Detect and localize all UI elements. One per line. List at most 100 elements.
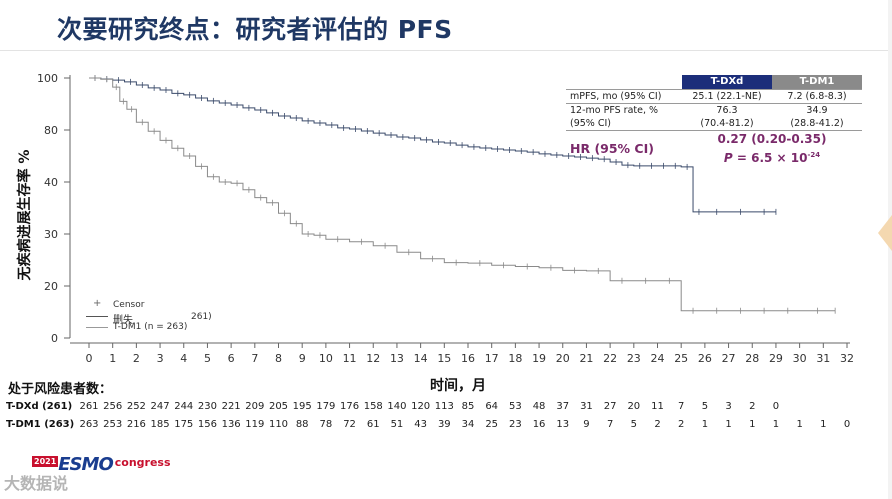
risk-count: 253 xyxy=(103,419,123,430)
tdxd-curve xyxy=(89,77,776,213)
page-title: 次要研究终点：研究者评估的 PFS xyxy=(57,15,453,44)
x-tick-label: 20 xyxy=(556,352,570,365)
esmo-year: 2021 xyxy=(32,456,59,467)
risk-count: 261 xyxy=(79,401,99,412)
risk-count: 195 xyxy=(292,401,312,412)
risk-count: 136 xyxy=(221,419,241,430)
risk-count: 1 xyxy=(820,419,827,430)
stats-row: (95% CI) (70.4-81.2) (28.8-41.2) xyxy=(566,117,862,130)
stats-row: mPFS, mo (95% CI) 25.1 (22.1-NE) 7.2 (6.… xyxy=(566,89,862,103)
risk-count: 20 xyxy=(627,401,641,412)
risk-count: 176 xyxy=(340,401,360,412)
x-tick-label: 7 xyxy=(251,352,258,365)
x-tick-label: 26 xyxy=(698,352,712,365)
stats-header-tdxd: T-DXd xyxy=(682,75,772,89)
risk-count: 1 xyxy=(701,419,709,430)
x-tick-label: 15 xyxy=(437,352,451,365)
risk-count: 185 xyxy=(150,419,170,430)
hazard-ratio-row: HR (95% CI) 0.27 (0.20-0.35) P = 6.5 × 1… xyxy=(566,130,862,165)
risk-count: 5 xyxy=(701,401,709,412)
risk-count: 48 xyxy=(532,401,546,412)
risk-count: 0 xyxy=(843,419,851,430)
risk-count: 11 xyxy=(651,401,664,412)
stats-value-tdm1: 7.2 (6.8-8.3) xyxy=(787,91,847,102)
stats-row-label: (95% CI) xyxy=(570,118,611,129)
slide-nav-tab[interactable] xyxy=(878,215,892,251)
title-divider xyxy=(0,50,892,51)
risk-count: 53 xyxy=(509,401,522,412)
hr-value: 0.27 (0.20-0.35) xyxy=(717,132,827,146)
stats-value-tdm1: 34.9 xyxy=(806,105,828,116)
y-tick-label: 100 xyxy=(37,72,58,85)
risk-count: 61 xyxy=(366,419,380,430)
x-tick-label: 30 xyxy=(793,352,807,365)
legend-tdm1-line xyxy=(86,327,108,328)
esmo-logo: 2021 ESMO congress xyxy=(32,456,171,475)
risk-count: 37 xyxy=(556,401,570,412)
tdm1-curve xyxy=(89,77,836,312)
risk-count: 23 xyxy=(509,419,522,430)
stats-table: T-DXd T-DM1 mPFS, mo (95% CI) 25.1 (22.1… xyxy=(566,75,862,165)
x-tick-label: 10 xyxy=(319,352,333,365)
x-tick-label: 5 xyxy=(204,352,211,365)
risk-count: 230 xyxy=(197,401,217,412)
risk-count: 7 xyxy=(678,401,685,412)
x-tick-label: 12 xyxy=(366,352,380,365)
legend-tdm1-label: T-DM1 (n = 263) xyxy=(113,322,188,332)
risk-count: 13 xyxy=(556,419,570,430)
risk-count: 27 xyxy=(603,401,617,412)
legend-censor-label: Censor xyxy=(113,300,145,310)
risk-count: 110 xyxy=(268,419,289,430)
risk-count: 72 xyxy=(343,419,356,430)
risk-count: 247 xyxy=(150,401,170,412)
risk-count: 120 xyxy=(411,401,431,412)
x-tick-label: 8 xyxy=(275,352,282,365)
risk-count: 179 xyxy=(316,401,336,412)
x-tick-label: 29 xyxy=(769,352,783,365)
x-tick-label: 32 xyxy=(840,352,854,365)
risk-count: 0 xyxy=(772,401,780,412)
x-tick-label: 31 xyxy=(816,352,830,365)
watermark: 大数据说 xyxy=(4,474,69,493)
stats-row-label: mPFS, mo (95% CI) xyxy=(570,91,662,102)
risk-count: 221 xyxy=(221,401,241,412)
y-tick-label: 20 xyxy=(44,280,58,293)
p-exponent: -24 xyxy=(807,151,821,159)
y-tick-label: 30 xyxy=(44,228,58,241)
y-tick-label: 40 xyxy=(44,176,58,189)
x-tick-label: 14 xyxy=(414,352,428,365)
censor-mark-icon: + xyxy=(93,298,102,309)
x-tick-label: 9 xyxy=(299,352,306,365)
y-tick-label: 80 xyxy=(44,124,58,137)
stats-row-label: 12-mo PFS rate, % xyxy=(570,105,659,116)
risk-count: 5 xyxy=(630,419,637,430)
y-tick-label: 0 xyxy=(51,332,58,345)
esmo-mark: ESMO xyxy=(58,454,113,475)
risk-count: 51 xyxy=(390,419,404,430)
risk-count: 9 xyxy=(583,419,590,430)
risk-count: 2 xyxy=(749,401,756,412)
legend-tdxd-n: 261) xyxy=(191,312,212,322)
x-tick-label: 17 xyxy=(485,352,499,365)
stats-value-tdxd: 25.1 (22.1-NE) xyxy=(692,91,762,102)
risk-table-title: 处于风险患者数： xyxy=(8,382,113,397)
risk-count: 34 xyxy=(461,419,475,430)
legend-tdxd-line xyxy=(86,316,108,317)
x-tick-label: 28 xyxy=(745,352,759,365)
x-tick-label: 16 xyxy=(461,352,475,365)
risk-count: 64 xyxy=(485,401,499,412)
x-tick-label: 22 xyxy=(603,352,617,365)
risk-count: 16 xyxy=(532,419,546,430)
risk-count: 263 xyxy=(79,419,99,430)
p-value: P = 6.5 × 10-24 xyxy=(682,147,862,166)
x-tick-label: 19 xyxy=(532,352,546,365)
x-tick-label: 23 xyxy=(627,352,641,365)
x-tick-label: 0 xyxy=(86,352,93,365)
risk-count: 1 xyxy=(796,419,803,430)
risk-count: 1 xyxy=(749,419,756,430)
stats-value-tdxd: (70.4-81.2) xyxy=(700,118,754,129)
x-tick-label: 13 xyxy=(390,352,404,365)
risk-count: 43 xyxy=(414,419,427,430)
risk-count: 2 xyxy=(654,419,661,430)
